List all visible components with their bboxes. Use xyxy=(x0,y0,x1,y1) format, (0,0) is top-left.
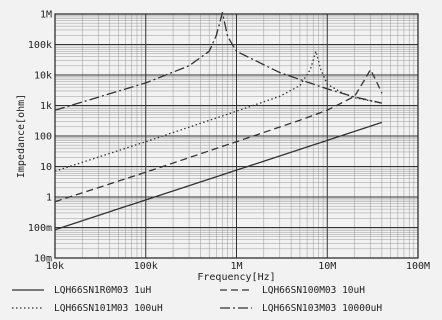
series-line-lqh66sn1r0m03-1uh xyxy=(54,121,383,231)
y-tick-label: 1M xyxy=(40,10,52,21)
y-tick-label: 100m xyxy=(28,223,52,234)
x-tick-labels: 10k 100k 1M 10M 100M xyxy=(46,261,430,272)
legend-label: LQH66SN103M03 10000uH xyxy=(262,303,382,314)
y-tick-label: 100 xyxy=(34,132,52,143)
legend-label: LQH66SN101M03 100uH xyxy=(54,303,163,314)
y-tick-label: 1k xyxy=(40,101,52,112)
x-tick-label: 10M xyxy=(318,261,336,272)
y-tick-label: 1 xyxy=(46,193,52,204)
x-axis-title: Frequency[Hz] xyxy=(197,272,275,283)
series-line-lqh66sn103m03-10000uh xyxy=(54,12,383,111)
y-tick-label: 10k xyxy=(34,71,52,82)
legend-label: LQH66SN1R0M03 1uH xyxy=(54,285,152,296)
x-tick-label: 1M xyxy=(230,261,242,272)
x-tick-label: 100M xyxy=(406,261,430,272)
y-tick-label: 100k xyxy=(28,40,52,51)
y-tick-label: 10m xyxy=(34,254,52,265)
series-line-lqh66sn100m03-10uh xyxy=(54,68,383,203)
legend-label: LQH66SN100M03 10uH xyxy=(262,285,365,296)
y-tick-label: 10 xyxy=(40,162,52,173)
series-layer xyxy=(54,12,383,231)
plot-frame xyxy=(54,13,419,259)
x-tick-label: 100k xyxy=(134,261,158,272)
y-tick-labels: 10m 100m 1 10 100 1k 10k 100k 1M xyxy=(28,10,52,265)
legend: LQH66SN1R0M03 1uH LQH66SN100M03 10uH LQH66… xyxy=(12,285,382,314)
x-tick-label: 10k xyxy=(46,261,64,272)
y-axis-title: Impedance[ohm] xyxy=(16,94,27,178)
